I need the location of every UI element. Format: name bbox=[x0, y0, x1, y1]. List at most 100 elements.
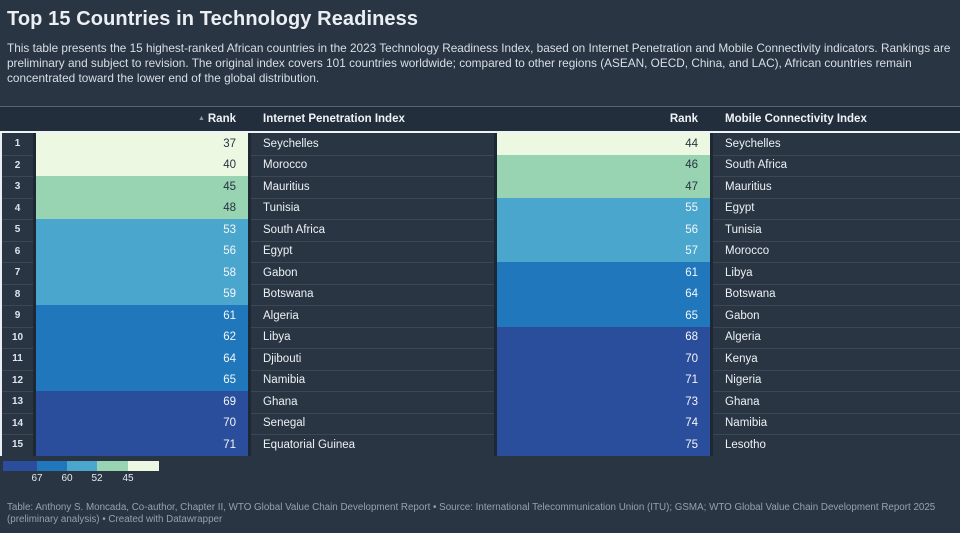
column-divider bbox=[248, 176, 251, 198]
column-divider bbox=[494, 176, 497, 198]
table-row: 2 40 Morocco 46 South Africa bbox=[0, 154, 960, 176]
internet-country-cell: Seychelles bbox=[263, 137, 319, 150]
internet-rank-cell: 71 bbox=[36, 434, 248, 456]
column-divider bbox=[710, 326, 713, 348]
table-row: 8 59 Botswana 64 Botswana bbox=[0, 283, 960, 305]
column-divider bbox=[33, 197, 36, 219]
column-header-mobile-connectivity-index[interactable]: Mobile Connectivity Index bbox=[725, 113, 867, 125]
column-divider bbox=[494, 305, 497, 327]
legend-labels: 67 60 52 45 bbox=[3, 471, 163, 484]
legend-label: 60 bbox=[61, 473, 73, 484]
internet-rank-cell: 37 bbox=[36, 133, 248, 155]
column-divider bbox=[33, 262, 36, 284]
column-divider bbox=[494, 197, 497, 219]
column-header-mobile-rank[interactable]: Rank bbox=[669, 113, 698, 125]
legend-label: 52 bbox=[91, 473, 103, 484]
mobile-country-cell: Kenya bbox=[725, 352, 758, 365]
mobile-country-cell: Nigeria bbox=[725, 374, 762, 387]
column-divider bbox=[494, 154, 497, 176]
column-divider bbox=[248, 154, 251, 176]
table-row: 15 71 Equatorial Guinea 75 Lesotho bbox=[0, 434, 960, 456]
legend-label: 45 bbox=[122, 473, 134, 484]
mobile-country-cell: Algeria bbox=[725, 331, 761, 344]
internet-rank-cell: 65 bbox=[36, 369, 248, 391]
column-divider bbox=[248, 434, 251, 456]
column-divider bbox=[248, 262, 251, 284]
table-row: 3 45 Mauritius 47 Mauritius bbox=[0, 176, 960, 198]
column-divider bbox=[710, 391, 713, 413]
internet-rank-cell: 69 bbox=[36, 391, 248, 413]
internet-country-cell: Namibia bbox=[263, 374, 306, 387]
mobile-rank-cell: 73 bbox=[497, 391, 710, 413]
mobile-rank-cell: 44 bbox=[497, 133, 710, 155]
column-divider bbox=[248, 305, 251, 327]
column-divider bbox=[248, 219, 251, 241]
internet-rank-cell: 56 bbox=[36, 240, 248, 262]
column-divider bbox=[248, 348, 251, 370]
internet-country-cell: Botswana bbox=[263, 288, 314, 301]
internet-country-cell: Ghana bbox=[263, 395, 298, 408]
column-divider bbox=[494, 348, 497, 370]
column-divider bbox=[248, 240, 251, 262]
column-divider bbox=[710, 133, 713, 155]
column-header-internet-penetration-index[interactable]: Internet Penetration Index bbox=[263, 113, 405, 125]
column-divider bbox=[33, 240, 36, 262]
column-divider bbox=[494, 240, 497, 262]
column-header-internet-rank[interactable]: ▲ Rank bbox=[36, 107, 236, 131]
column-divider bbox=[710, 305, 713, 327]
mobile-rank-cell: 55 bbox=[497, 197, 710, 219]
column-header-label: Rank bbox=[207, 113, 236, 125]
row-number: 7 bbox=[0, 262, 33, 284]
internet-country-cell: Djibouti bbox=[263, 352, 302, 365]
column-divider bbox=[710, 240, 713, 262]
mobile-rank-cell: 46 bbox=[497, 154, 710, 176]
mobile-rank-cell: 64 bbox=[497, 283, 710, 305]
page-title: Top 15 Countries in Technology Readiness bbox=[7, 8, 419, 30]
column-divider bbox=[494, 133, 497, 155]
footer-attribution: Table: Anthony S. Moncada, Co-author, Ch… bbox=[7, 502, 936, 525]
table-row: 6 56 Egypt 57 Morocco bbox=[0, 240, 960, 262]
legend-label: 67 bbox=[31, 473, 43, 484]
column-divider bbox=[710, 197, 713, 219]
internet-country-cell: Tunisia bbox=[263, 202, 300, 215]
internet-country-cell: Mauritius bbox=[263, 180, 310, 193]
mobile-country-cell: Seychelles bbox=[725, 137, 781, 150]
column-divider bbox=[710, 348, 713, 370]
table-row: 7 58 Gabon 61 Libya bbox=[0, 262, 960, 284]
column-divider bbox=[494, 262, 497, 284]
internet-rank-cell: 59 bbox=[36, 283, 248, 305]
mobile-country-cell: Mauritius bbox=[725, 180, 772, 193]
internet-rank-cell: 64 bbox=[36, 348, 248, 370]
row-number: 10 bbox=[0, 326, 33, 348]
mobile-rank-cell: 57 bbox=[497, 240, 710, 262]
internet-country-cell: Algeria bbox=[263, 309, 299, 322]
internet-country-cell: Equatorial Guinea bbox=[263, 438, 356, 451]
column-divider bbox=[710, 154, 713, 176]
internet-country-cell: Egypt bbox=[263, 245, 293, 258]
internet-rank-cell: 48 bbox=[36, 197, 248, 219]
column-divider bbox=[248, 412, 251, 434]
legend-swatch bbox=[67, 461, 97, 471]
row-number: 9 bbox=[0, 305, 33, 327]
internet-rank-cell: 70 bbox=[36, 412, 248, 434]
row-number: 15 bbox=[0, 434, 33, 456]
row-number: 6 bbox=[0, 240, 33, 262]
column-divider bbox=[710, 412, 713, 434]
table-header-row: ▲ Rank Internet Penetration Index Rank Mo… bbox=[0, 106, 960, 133]
column-divider bbox=[33, 369, 36, 391]
table-row: 10 62 Libya 68 Algeria bbox=[0, 326, 960, 348]
column-divider bbox=[33, 348, 36, 370]
mobile-rank-cell: 47 bbox=[497, 176, 710, 198]
column-divider bbox=[248, 133, 251, 155]
column-divider bbox=[494, 434, 497, 456]
row-number: 11 bbox=[0, 348, 33, 370]
column-divider bbox=[710, 434, 713, 456]
mobile-rank-cell: 65 bbox=[497, 305, 710, 327]
column-divider bbox=[710, 176, 713, 198]
legend-swatch bbox=[37, 461, 67, 471]
row-number: 12 bbox=[0, 369, 33, 391]
mobile-country-cell: Morocco bbox=[725, 245, 770, 258]
column-divider bbox=[494, 283, 497, 305]
mobile-country-cell: Lesotho bbox=[725, 438, 766, 451]
mobile-country-cell: Botswana bbox=[725, 288, 776, 301]
